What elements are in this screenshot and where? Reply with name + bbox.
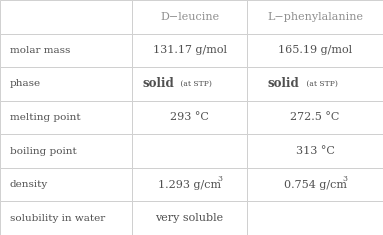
Text: phase: phase <box>10 79 41 88</box>
Text: density: density <box>10 180 48 189</box>
Text: 3: 3 <box>217 176 222 184</box>
Text: D−leucine: D−leucine <box>160 12 219 22</box>
Text: solid: solid <box>268 77 300 90</box>
Bar <box>132 168 247 201</box>
Bar <box>132 0 247 34</box>
Bar <box>0 168 132 201</box>
Text: 293 °C: 293 °C <box>170 113 209 122</box>
Bar <box>132 67 247 101</box>
Bar <box>132 201 247 235</box>
Bar <box>247 168 383 201</box>
Bar <box>132 34 247 67</box>
Text: 313 °C: 313 °C <box>296 146 334 156</box>
Bar <box>0 34 132 67</box>
Text: (at STP): (at STP) <box>303 80 337 88</box>
Text: boiling point: boiling point <box>10 147 76 156</box>
Bar <box>0 134 132 168</box>
Bar <box>0 101 132 134</box>
Text: 1.293 g/cm: 1.293 g/cm <box>158 180 221 190</box>
Bar <box>0 0 132 34</box>
Text: 3: 3 <box>343 176 348 184</box>
Text: (at STP): (at STP) <box>178 80 212 88</box>
Bar <box>132 101 247 134</box>
Bar <box>0 67 132 101</box>
Text: 131.17 g/mol: 131.17 g/mol <box>152 45 227 55</box>
Bar <box>132 134 247 168</box>
Text: 272.5 °C: 272.5 °C <box>290 113 340 122</box>
Bar <box>0 201 132 235</box>
Text: very soluble: very soluble <box>155 213 224 223</box>
Bar <box>247 134 383 168</box>
Bar <box>247 34 383 67</box>
Bar <box>247 67 383 101</box>
Text: L−phenylalanine: L−phenylalanine <box>267 12 363 22</box>
Text: solid: solid <box>142 77 174 90</box>
Text: melting point: melting point <box>10 113 80 122</box>
Text: 165.19 g/mol: 165.19 g/mol <box>278 45 352 55</box>
Text: solubility in water: solubility in water <box>10 214 105 223</box>
Bar <box>247 101 383 134</box>
Text: 0.754 g/cm: 0.754 g/cm <box>283 180 347 190</box>
Text: molar mass: molar mass <box>10 46 70 55</box>
Bar <box>247 201 383 235</box>
Bar <box>247 0 383 34</box>
